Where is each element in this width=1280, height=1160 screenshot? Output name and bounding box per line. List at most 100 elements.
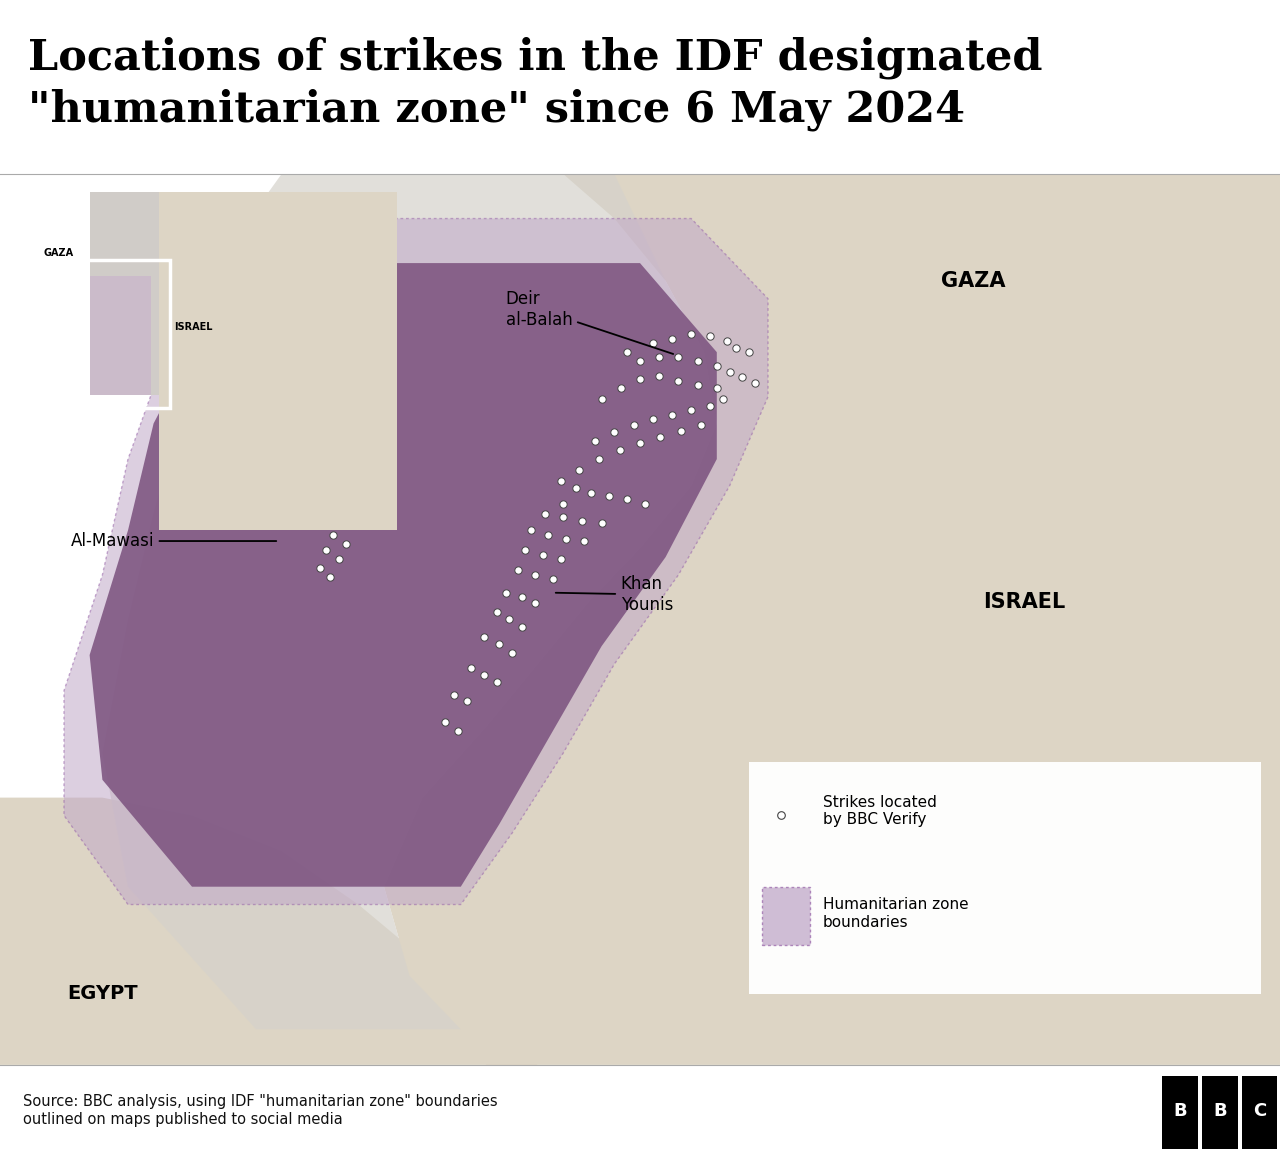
- Bar: [749, 762, 1261, 994]
- Point: [316, 541, 337, 559]
- Point: [643, 409, 663, 428]
- Point: [591, 390, 612, 408]
- Point: [671, 421, 691, 440]
- Point: [611, 378, 631, 397]
- Point: [474, 628, 494, 646]
- Point: [538, 525, 558, 544]
- Point: [329, 550, 349, 568]
- Point: [650, 428, 671, 447]
- Point: [508, 561, 529, 580]
- Point: [489, 636, 509, 654]
- Polygon shape: [102, 174, 717, 1029]
- Point: [572, 513, 593, 531]
- Point: [515, 541, 535, 559]
- Point: [525, 566, 545, 585]
- Text: Al-Mawasi: Al-Mawasi: [70, 532, 276, 550]
- Point: [713, 390, 733, 408]
- Point: [461, 659, 481, 677]
- Point: [550, 472, 571, 491]
- Point: [581, 484, 602, 502]
- Point: [521, 521, 541, 539]
- Point: [617, 490, 637, 508]
- Point: [550, 550, 571, 568]
- Text: Source: BBC analysis, using IDF "humanitarian zone" boundaries
outlined on maps : Source: BBC analysis, using IDF "humanit…: [23, 1094, 498, 1126]
- Point: [525, 594, 545, 612]
- Point: [687, 351, 708, 370]
- Point: [707, 378, 727, 397]
- Point: [771, 806, 791, 825]
- Point: [617, 343, 637, 362]
- Bar: [1162, 1076, 1198, 1148]
- Point: [553, 508, 573, 527]
- Point: [553, 494, 573, 513]
- Point: [495, 583, 516, 602]
- Text: B: B: [1174, 1102, 1187, 1119]
- Point: [630, 351, 650, 370]
- Point: [566, 478, 586, 496]
- Text: Locations of strikes in the IDF designated
"humanitarian zone" since 6 May 2024: Locations of strikes in the IDF designat…: [28, 36, 1043, 131]
- Text: Deir
al-Balah: Deir al-Balah: [506, 290, 673, 354]
- Point: [320, 567, 340, 586]
- Polygon shape: [90, 263, 717, 886]
- Text: Khan
Younis: Khan Younis: [556, 575, 673, 614]
- Point: [486, 673, 507, 691]
- Point: [668, 347, 689, 365]
- Bar: [1202, 1076, 1238, 1148]
- Point: [707, 356, 727, 375]
- Point: [435, 712, 456, 731]
- Point: [556, 530, 576, 549]
- Point: [687, 376, 708, 394]
- Text: GAZA: GAZA: [941, 271, 1005, 291]
- Point: [543, 570, 563, 588]
- Polygon shape: [0, 798, 538, 1065]
- Point: [745, 374, 765, 392]
- Text: ISRAEL: ISRAEL: [983, 592, 1065, 611]
- Point: [726, 339, 746, 357]
- Point: [643, 334, 663, 353]
- Point: [486, 603, 507, 622]
- Point: [599, 487, 620, 506]
- Point: [719, 362, 740, 380]
- Point: [668, 371, 689, 390]
- Point: [609, 441, 630, 459]
- Bar: [762, 886, 810, 944]
- Point: [630, 434, 650, 452]
- Point: [700, 397, 721, 415]
- Point: [691, 416, 712, 435]
- Point: [573, 531, 594, 550]
- Point: [717, 332, 737, 350]
- Point: [512, 617, 532, 636]
- Point: [732, 368, 753, 386]
- Point: [457, 693, 477, 711]
- Point: [739, 343, 759, 362]
- Point: [591, 514, 612, 532]
- Point: [512, 588, 532, 607]
- Text: C: C: [1253, 1102, 1266, 1119]
- Text: B: B: [1213, 1102, 1226, 1119]
- Point: [630, 370, 650, 389]
- Polygon shape: [64, 218, 768, 905]
- Point: [474, 666, 494, 684]
- Point: [649, 367, 669, 385]
- Point: [444, 686, 465, 704]
- Point: [649, 347, 669, 365]
- Point: [681, 325, 701, 343]
- Point: [499, 610, 520, 629]
- Point: [310, 558, 330, 577]
- Text: EGYPT: EGYPT: [67, 984, 138, 1003]
- Point: [589, 450, 609, 469]
- Text: Strikes located
by BBC Verify: Strikes located by BBC Verify: [823, 795, 937, 827]
- Point: [681, 401, 701, 420]
- Point: [662, 405, 682, 423]
- Point: [448, 722, 468, 740]
- Point: [335, 535, 356, 553]
- Polygon shape: [384, 174, 1280, 1065]
- Text: Humanitarian zone
boundaries: Humanitarian zone boundaries: [823, 897, 969, 929]
- Point: [662, 329, 682, 348]
- Point: [585, 432, 605, 450]
- Point: [532, 546, 553, 565]
- Point: [323, 525, 343, 544]
- Point: [568, 461, 589, 479]
- Bar: [1242, 1076, 1277, 1148]
- Point: [635, 494, 655, 513]
